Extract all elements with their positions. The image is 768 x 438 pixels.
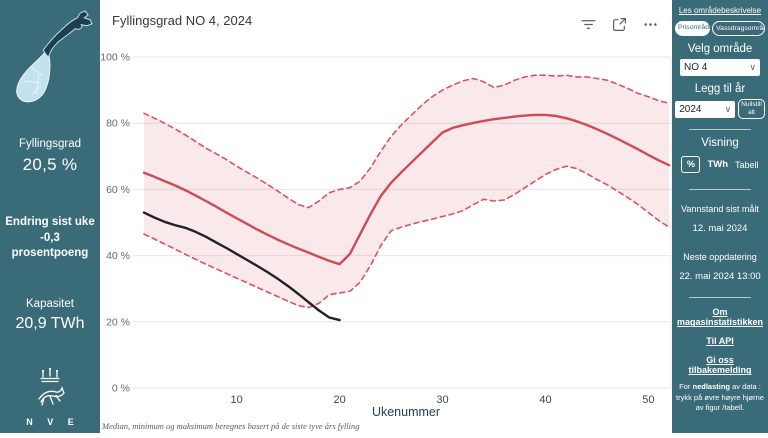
ar-dropdown[interactable]: 2024 ∨ bbox=[675, 100, 736, 118]
more-options-icon[interactable] bbox=[643, 17, 658, 32]
visning-label: Visning bbox=[701, 137, 739, 150]
y-tick-label: 60 % bbox=[106, 184, 130, 196]
norway-map bbox=[6, 6, 94, 106]
y-tick-label: 0 % bbox=[112, 383, 130, 395]
visning-toggle: % TWh Tabell bbox=[675, 156, 765, 174]
series-minimum bbox=[143, 165, 670, 309]
x-tick-label: 10 bbox=[231, 394, 243, 406]
plot-area: 0 % 20 % 40 % 60 % 80 % 100 % 10 20 30 40 50 bbox=[100, 52, 672, 406]
x-axis-title: Ukenummer bbox=[372, 405, 440, 419]
kapasitet-value: 20,9 TWh bbox=[15, 314, 85, 332]
omrade-dropdown[interactable]: NO 4 ∨ bbox=[680, 59, 760, 76]
chart-title: Fyllingsgrad NO 4, 2024 bbox=[112, 13, 253, 28]
visning-percent-button[interactable]: % bbox=[681, 156, 701, 174]
vannstand-value: 12. mai 2024 bbox=[692, 223, 748, 235]
x-tick-label: 40 bbox=[539, 394, 551, 406]
nullstill-alt-button[interactable]: Nullstill alt bbox=[738, 99, 765, 120]
y-tick-label: 100 % bbox=[100, 52, 130, 64]
download-hint: For nedlasting av data : trykk på øvre h… bbox=[676, 382, 764, 413]
area-description-link[interactable]: Les områdebeskrivelse bbox=[678, 6, 762, 15]
series-median bbox=[142, 113, 671, 266]
divider bbox=[689, 189, 751, 191]
velg-omrade-label: Velg område bbox=[687, 43, 753, 55]
chevron-down-icon: ∨ bbox=[724, 103, 732, 114]
divider bbox=[689, 129, 751, 131]
series-maksimum bbox=[143, 74, 670, 209]
legg-til-ar-label: Legg til år bbox=[694, 83, 746, 95]
visning-tabell-button[interactable]: Tabell bbox=[735, 159, 759, 170]
gi-oss-tilbakemelding-link[interactable]: Gi oss tilbakemelding bbox=[688, 355, 752, 376]
fyllingsgrad-chart: 0 % 20 % 40 % 60 % 80 % 100 % 10 20 30 40 50 Ukenu… bbox=[100, 52, 672, 431]
fyllingsgrad-value: 20,5 % bbox=[22, 155, 78, 174]
neste-oppdatering-label: Neste oppdatering bbox=[683, 252, 757, 263]
kapasitet-label: Kapasitet bbox=[26, 297, 74, 310]
filter-icon[interactable] bbox=[581, 17, 596, 32]
neste-oppdatering-value: 22. mai 2024 13:00 bbox=[679, 271, 761, 283]
nve-logo: N V E bbox=[0, 367, 100, 427]
norway-map-north-selected bbox=[42, 10, 93, 57]
area-type-toggle: Prisområder Vassdragsområder bbox=[675, 21, 765, 36]
toggle-vassdragsomrader[interactable]: Vassdragsområder bbox=[712, 21, 765, 36]
min-max-band bbox=[144, 75, 669, 308]
visual-header-toolbar bbox=[581, 17, 658, 32]
norway-map-county-borders bbox=[23, 66, 43, 96]
chart-footnote: Median, minimum og maksimum beregnes bas… bbox=[101, 421, 359, 431]
fyllingsgrad-label: Fyllingsgrad bbox=[19, 138, 81, 150]
chart-visual: 0 % 20 % 40 % 60 % 80 % 100 % 10 20 30 40 50 Ukenu… bbox=[100, 0, 672, 433]
omrade-dropdown-value: NO 4 bbox=[684, 62, 708, 73]
vannstand-label: Vannstand sist målt bbox=[681, 204, 759, 215]
control-panel: Les områdebeskrivelse Prisområder Vassdr… bbox=[672, 0, 768, 433]
visning-twh-button[interactable]: TWh bbox=[707, 159, 729, 171]
chevron-down-icon: ∨ bbox=[749, 62, 756, 72]
til-api-link[interactable]: Til API bbox=[706, 336, 734, 347]
series-2024 bbox=[142, 211, 341, 322]
endring-value: -0,3 bbox=[40, 231, 60, 244]
norway-map-south bbox=[16, 51, 51, 103]
om-magasinstatistikken-link[interactable]: Om magasinstatistikken bbox=[676, 307, 764, 328]
divider bbox=[689, 297, 751, 299]
x-tick-label: 20 bbox=[333, 394, 345, 406]
toggle-prisomrader[interactable]: Prisområder bbox=[675, 21, 711, 36]
x-tick-label: 30 bbox=[436, 394, 448, 406]
y-tick-label: 40 % bbox=[106, 250, 130, 262]
ar-dropdown-value: 2024 bbox=[679, 103, 702, 115]
left-summary-panel: Fyllingsgrad 20,5 % Endring sist uke -0,… bbox=[0, 0, 100, 433]
endring-label: Endring sist uke bbox=[5, 216, 95, 228]
focus-mode-icon[interactable] bbox=[612, 17, 627, 32]
endring-block: Endring sist uke -0,3 prosentpoeng bbox=[0, 215, 100, 262]
y-tick-label: 20 % bbox=[106, 316, 130, 328]
y-tick-label: 80 % bbox=[106, 118, 130, 130]
x-tick-label: 50 bbox=[642, 394, 654, 406]
nve-logo-text: N V E bbox=[26, 417, 80, 427]
endring-unit: prosentpoeng bbox=[11, 247, 89, 260]
nve-emblem-icon bbox=[38, 367, 65, 406]
